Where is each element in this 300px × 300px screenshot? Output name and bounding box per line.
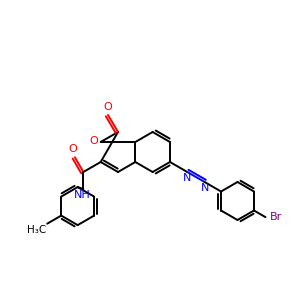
Text: NH: NH xyxy=(74,190,91,200)
Text: H₃C: H₃C xyxy=(27,225,46,235)
Text: O: O xyxy=(103,102,112,112)
Text: O: O xyxy=(68,144,77,154)
Text: N: N xyxy=(200,183,209,193)
Text: Br: Br xyxy=(269,212,282,222)
Text: O: O xyxy=(89,136,98,146)
Text: N: N xyxy=(183,173,191,183)
